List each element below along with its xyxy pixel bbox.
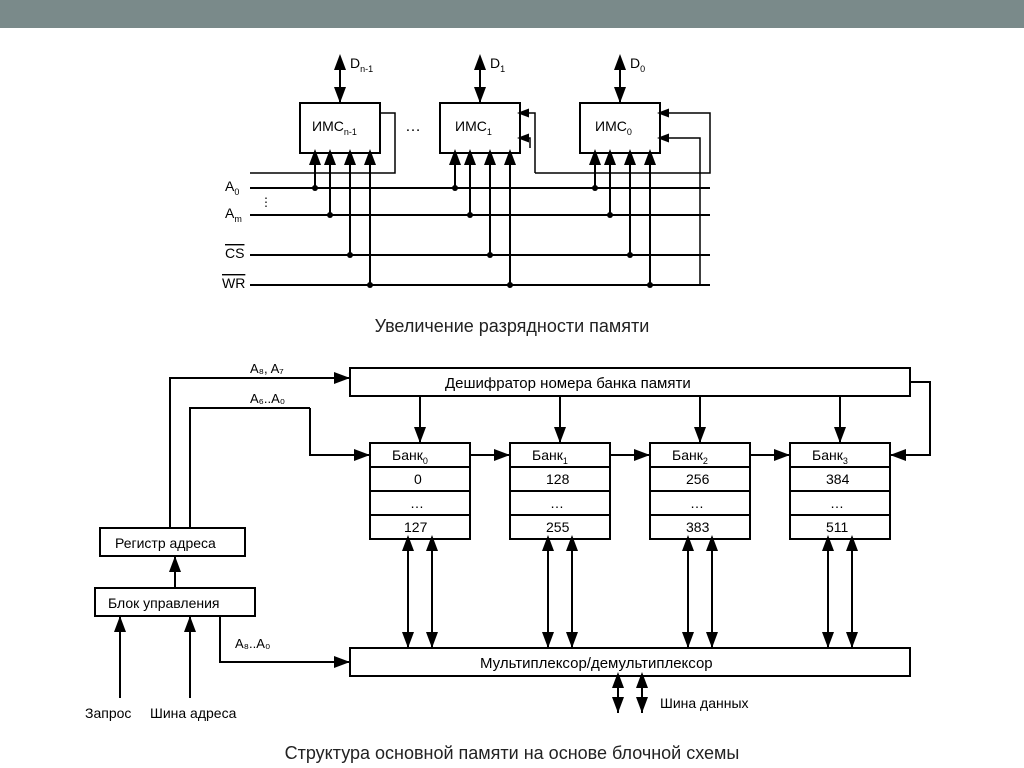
data-bus-label: Шина данных xyxy=(660,695,749,711)
bank-1: Банк1 128 … 255 xyxy=(510,443,610,539)
addr-full: A₈..A₀ xyxy=(235,636,270,651)
ctrl-label: Блок управления xyxy=(108,595,220,611)
diagram-area: Dn-1 D1 D0 ИМСn-1 … ИМС1 ИМС0 A0 ⋮ Am CS… xyxy=(0,28,1024,767)
caption-1: Увеличение разрядности памяти xyxy=(0,316,1024,337)
svg-text:0: 0 xyxy=(414,471,422,487)
svg-text:…: … xyxy=(830,495,844,511)
svg-text:127: 127 xyxy=(404,519,428,535)
svg-text:…: … xyxy=(690,495,704,511)
d-label-2: D0 xyxy=(630,55,645,74)
svg-text:383: 383 xyxy=(686,519,710,535)
addr-a0: A0 xyxy=(225,178,239,197)
addr-lo: A₆..A₀ xyxy=(250,391,285,406)
d-label-0: Dn-1 xyxy=(350,55,373,74)
chip-group: Dn-1 D1 D0 ИМСn-1 … ИМС1 ИМС0 xyxy=(300,55,660,153)
svg-text:384: 384 xyxy=(826,471,850,487)
svg-text:128: 128 xyxy=(546,471,570,487)
decoder-label: Дешифратор номера банка памяти xyxy=(445,375,691,392)
request-label: Запрос xyxy=(85,705,131,721)
top-bar xyxy=(0,0,1024,28)
ellipsis-1: … xyxy=(405,118,421,135)
svg-text:…: … xyxy=(550,495,564,511)
svg-text:256: 256 xyxy=(686,471,710,487)
addr-bus-label: Шина адреса xyxy=(150,705,237,721)
addr-reg-label: Регистр адреса xyxy=(115,535,216,551)
svg-text:511: 511 xyxy=(826,519,849,535)
bank-2: Банк2 256 … 383 xyxy=(650,443,750,539)
svg-text:255: 255 xyxy=(546,519,570,535)
addr-am: Am xyxy=(225,205,242,224)
svg-text:…: … xyxy=(410,495,424,511)
caption-2: Структура основной памяти на основе блоч… xyxy=(0,743,1024,764)
bank-0: Банк0 0 … 127 xyxy=(370,443,470,539)
d-label-1: D1 xyxy=(490,55,505,74)
cs-label: CS xyxy=(225,245,244,261)
mux-label: Мультиплексор/демультиплексор xyxy=(480,655,713,672)
bank-3: Банк3 384 … 511 xyxy=(790,443,890,539)
diagram2-svg: Дешифратор номера банка памяти Регистр а… xyxy=(0,348,1024,768)
addr-hi: A₈, A₇ xyxy=(250,361,284,376)
wr-label: WR xyxy=(222,275,245,291)
diagram1-svg: Dn-1 D1 D0 ИМСn-1 … ИМС1 ИМС0 A0 ⋮ Am CS… xyxy=(0,28,1024,328)
addr-ellipsis: ⋮ xyxy=(260,195,272,209)
